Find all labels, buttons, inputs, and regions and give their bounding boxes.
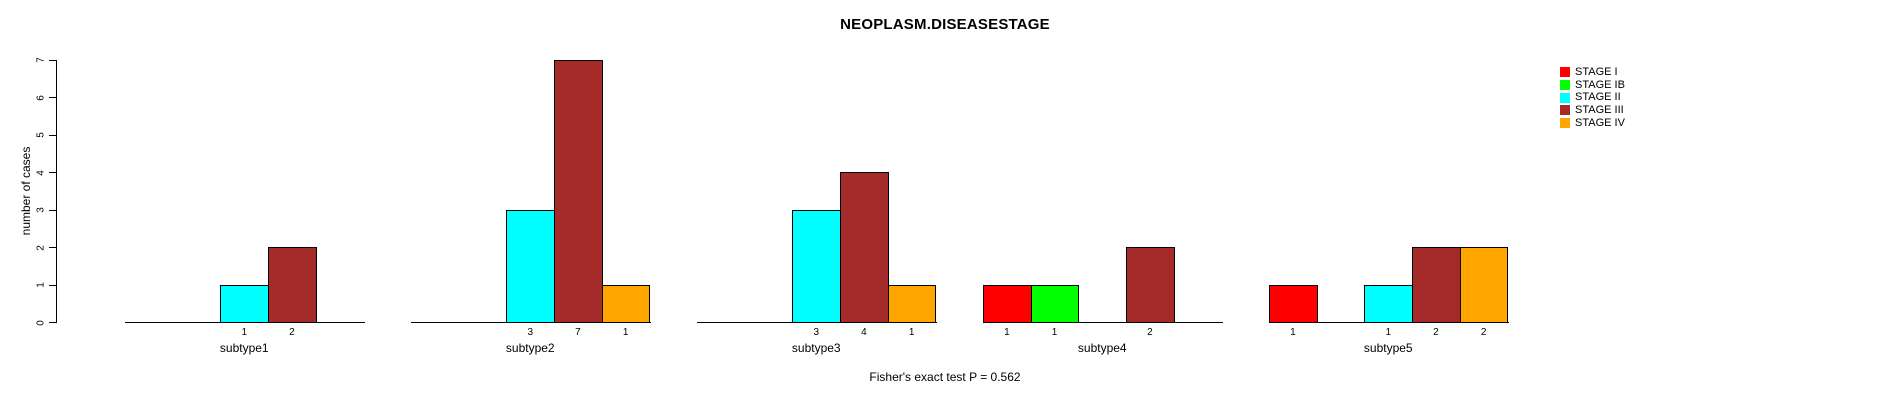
y-tick-mark (49, 284, 56, 286)
bar-subtype4-stage-i (983, 284, 1032, 323)
y-tick-mark (49, 247, 56, 248)
x-axis-segment-subtype4 (983, 322, 1223, 323)
bar-subtype3-stage-iv (887, 284, 937, 323)
y-tick-label: 4 (35, 169, 47, 176)
bar-subtype2-stage-ii (506, 209, 556, 323)
bar-value-label: 1 (1385, 327, 1392, 338)
bar-value-label: 2 (1433, 327, 1439, 338)
y-tick-label: 7 (35, 57, 47, 63)
legend-item-stage-ib: STAGE IB (1560, 79, 1625, 92)
bar-subtype2-stage-iv (601, 284, 651, 323)
y-tick-mark (49, 97, 56, 98)
legend-item-stage-iv: STAGE IV (1560, 117, 1625, 130)
legend-label: STAGE I (1575, 65, 1618, 78)
y-tick-label: 6 (35, 94, 47, 101)
y-axis-line (56, 59, 57, 323)
legend-item-stage-iii: STAGE III (1560, 104, 1625, 117)
legend-swatch-stage-i (1560, 67, 1570, 78)
bar-subtype4-stage-ib (1030, 284, 1080, 323)
y-tick-label: 5 (35, 132, 47, 138)
x-axis-group-label-subtype4: subtype4 (1077, 341, 1127, 355)
bar-value-label: 2 (289, 327, 295, 338)
x-axis-group-label-subtype5: subtype5 (1363, 341, 1413, 355)
bar-value-label: 1 (241, 327, 248, 338)
bar-value-label: 1 (1051, 327, 1058, 338)
bar-value-label: 1 (1290, 327, 1296, 338)
bar-value-label: 7 (575, 327, 581, 338)
bar-subtype2-stage-iii (554, 59, 603, 323)
legend-label: STAGE IV (1575, 116, 1625, 129)
y-tick-label: 0 (35, 319, 47, 326)
bar-subtype3-stage-ii (792, 209, 842, 323)
bar-value-label: 3 (813, 327, 820, 338)
bar-subtype3-stage-iii (840, 172, 889, 323)
y-tick-label: 2 (35, 244, 47, 251)
y-tick-mark (49, 172, 56, 173)
bar-value-label: 4 (861, 327, 867, 338)
legend-label: STAGE II (1575, 91, 1621, 104)
x-axis-group-label-subtype3: subtype3 (791, 341, 841, 355)
chart-title: NEOPLASM.DISEASESTAGE (840, 16, 1050, 33)
y-tick-mark (49, 134, 56, 136)
y-tick-mark (49, 322, 56, 323)
bar-subtype1-stage-iii (268, 247, 317, 323)
x-axis-group-label-subtype2: subtype2 (505, 341, 555, 355)
bar-subtype5-stage-ii (1364, 284, 1414, 323)
legend-swatch-stage-iii (1560, 105, 1570, 116)
legend-item-stage-ii: STAGE II (1560, 91, 1625, 104)
bar-value-label: 3 (527, 327, 534, 338)
bar-subtype1-stage-ii (220, 284, 270, 323)
legend: STAGE I STAGE IB STAGE II STAGE III STAGE IV (1560, 66, 1625, 129)
bar-subtype4-stage-iii (1126, 247, 1175, 323)
bar-subtype5-stage-iii (1412, 247, 1461, 323)
x-axis-group-label-subtype1: subtype1 (219, 341, 269, 355)
bar-value-label: 2 (1147, 327, 1153, 338)
legend-swatch-stage-iv (1560, 118, 1570, 129)
y-tick-label: 3 (35, 207, 47, 213)
bar-value-label: 2 (1480, 327, 1487, 338)
bar-value-label: 1 (908, 327, 915, 338)
caption-fisher-test: Fisher's exact test P = 0.562 (869, 370, 1021, 384)
y-tick-label: 1 (35, 282, 47, 288)
legend-item-stage-i: STAGE I (1560, 66, 1625, 79)
legend-label: STAGE IB (1575, 78, 1625, 91)
bar-value-label: 1 (622, 327, 629, 338)
legend-swatch-stage-ib (1560, 80, 1570, 91)
y-axis-label: number of cases (19, 146, 33, 236)
legend-label: STAGE III (1575, 103, 1624, 116)
y-tick-mark (49, 59, 56, 61)
bar-value-label: 1 (1004, 327, 1010, 338)
y-tick-mark (49, 209, 56, 211)
bar-subtype5-stage-i (1269, 284, 1318, 323)
legend-swatch-stage-ii (1560, 92, 1570, 103)
bar-subtype5-stage-iv (1459, 247, 1509, 323)
